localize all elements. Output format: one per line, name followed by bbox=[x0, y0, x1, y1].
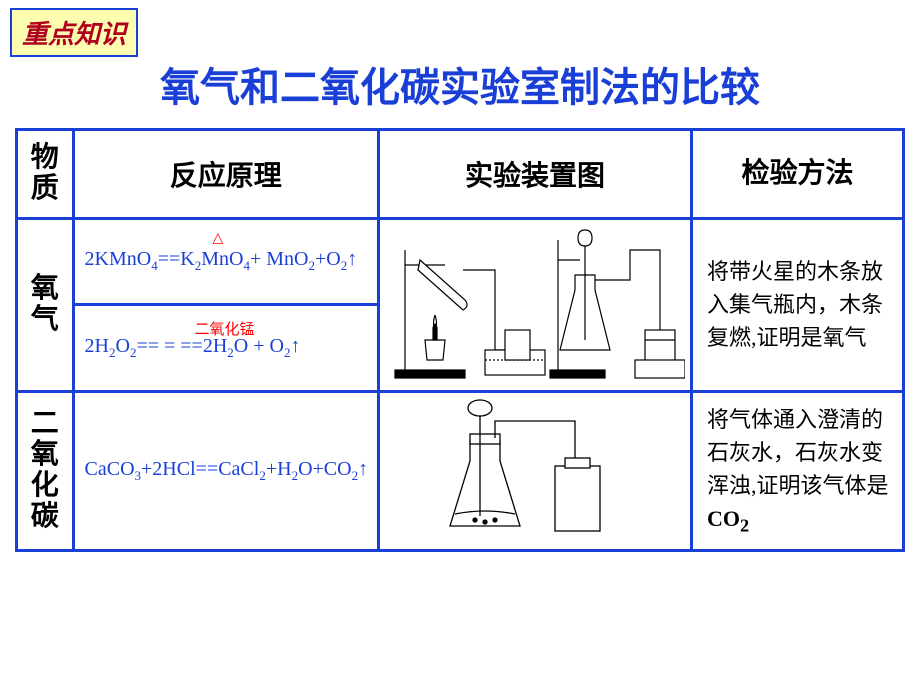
test-co2: 将气体通入澄清的石灰水，石灰水变浑浊,证明该气体是 CO2 bbox=[691, 391, 903, 551]
table-header-row: 物质 反应原理 实验装置图 检验方法 bbox=[17, 130, 904, 219]
substance-o2: 氧气 bbox=[17, 218, 74, 391]
equation-text: 2KMnO4==K2MnO4+ MnO2+O2↑ bbox=[85, 248, 358, 270]
apparatus-o2-diagram bbox=[385, 220, 685, 390]
substance-co2: 二氧化碳 bbox=[17, 391, 74, 551]
equation-caco3: CaCO3+2HCl==CaCl2+H2O+CO2↑ bbox=[73, 391, 378, 551]
comparison-table: 物质 反应原理 实验装置图 检验方法 氧气 △ 2KMnO4==K2MnO4+ … bbox=[15, 128, 905, 552]
th-principle: 反应原理 bbox=[73, 130, 378, 219]
key-knowledge-badge: 重点知识 bbox=[10, 8, 138, 57]
apparatus-o2 bbox=[378, 218, 691, 391]
th-test: 检验方法 bbox=[691, 130, 903, 219]
equation-h2o2: 二氧化锰 2H2O2== = ==2H2O + O2↑ bbox=[73, 305, 378, 392]
test-co2-text: 将气体通入澄清的石灰水，石灰水变浑浊,证明该气体是 bbox=[707, 407, 889, 498]
apparatus-co2-diagram bbox=[425, 396, 645, 546]
th-substance: 物质 bbox=[17, 130, 74, 219]
equation-kmno4: △ 2KMnO4==K2MnO4+ MnO2+O2↑ bbox=[73, 218, 378, 305]
table-row: 氧气 △ 2KMnO4==K2MnO4+ MnO2+O2↑ bbox=[17, 218, 904, 305]
equation-text: CaCO3+2HCl==CaCl2+H2O+CO2↑ bbox=[85, 458, 369, 480]
test-o2: 将带火星的木条放入集气瓶内，木条复燃,证明是氧气 bbox=[691, 218, 903, 391]
equation-text: 2H2O2== = ==2H2O + O2↑ bbox=[85, 335, 301, 357]
heat-triangle-icon: △ bbox=[213, 230, 224, 247]
test-co2-formula: CO2 bbox=[707, 506, 749, 531]
catalyst-label: 二氧化锰 bbox=[195, 318, 255, 339]
apparatus-co2 bbox=[378, 391, 691, 551]
table-row: 二氧化碳 CaCO3+2HCl==CaCl2+H2O+CO2↑ bbox=[17, 391, 904, 551]
th-apparatus: 实验装置图 bbox=[378, 130, 691, 219]
